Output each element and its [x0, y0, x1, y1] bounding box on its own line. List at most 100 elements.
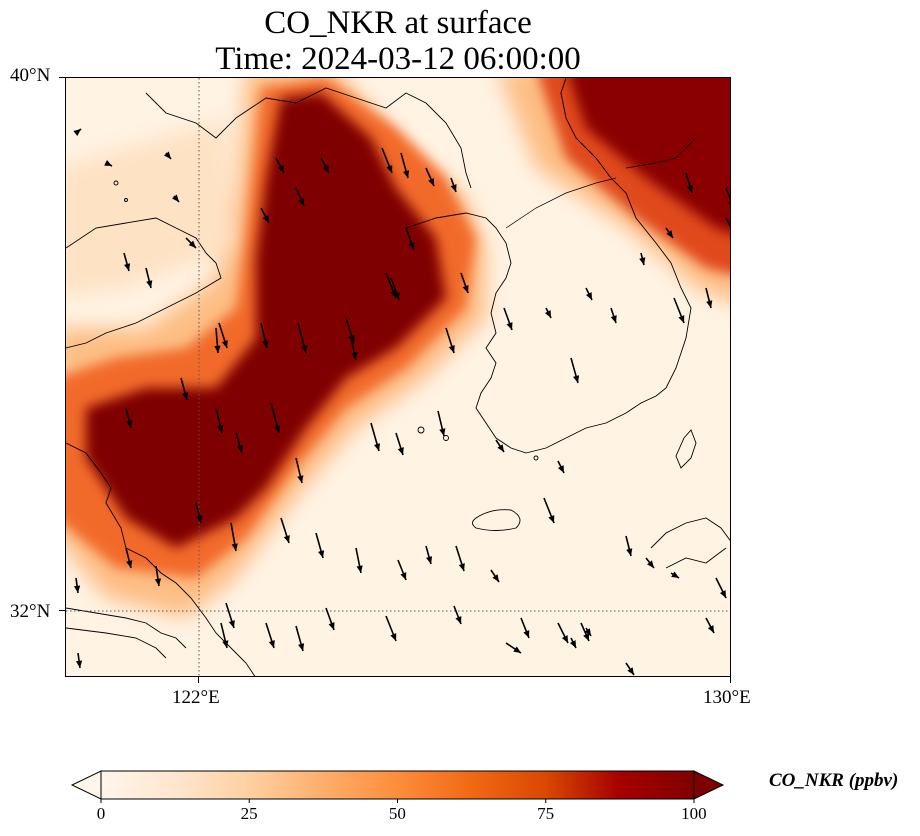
tick-130e	[730, 677, 731, 683]
wind-vector-head	[351, 352, 358, 360]
wind-vector-head	[73, 585, 81, 593]
wind-vector-head	[448, 345, 455, 353]
wind-vector-head	[262, 215, 269, 223]
wind-vector-head	[666, 230, 673, 238]
co-concentration-field	[66, 78, 730, 618]
coastline-liaodong	[145, 87, 472, 189]
wind-vector-head	[277, 165, 284, 173]
wind-vector-head	[455, 616, 462, 624]
wind-vector-head	[647, 560, 654, 568]
wind-vector-head	[428, 178, 434, 186]
wind-vector-head	[75, 660, 83, 668]
wind-vector-head	[523, 630, 530, 638]
lon-label-130e: 130°E	[703, 687, 751, 708]
wind-vector-head	[163, 151, 171, 159]
wind-vector-head	[297, 475, 304, 483]
wind-vector-shaft	[725, 187, 730, 201]
wind-vector-head	[124, 263, 131, 271]
tick-122e	[198, 677, 199, 683]
wind-vector-head	[274, 425, 281, 433]
wind-vector-head	[196, 515, 203, 523]
wind-vector-head	[397, 447, 404, 455]
wind-vector-head	[390, 290, 397, 298]
wind-vector-head	[557, 465, 564, 473]
plume-core-northeast	[569, 78, 730, 233]
wind-vector-head	[408, 242, 415, 250]
wind-vector-head	[569, 640, 576, 648]
wind-vector-head	[188, 240, 196, 248]
wind-vector-head	[182, 392, 189, 400]
wind-vector-head	[719, 590, 726, 598]
tick-32n	[59, 610, 65, 611]
wind-vector-head	[228, 620, 235, 628]
wind-vector-head	[236, 445, 243, 453]
wind-vector-head	[298, 643, 305, 651]
map-title-line-1: CO_NKR at surface	[264, 5, 532, 41]
lon-label-122e: 122°E	[172, 687, 220, 708]
coastline-korea-south	[525, 387, 667, 454]
coastline-korea-west	[405, 212, 527, 454]
map-title-line-2: Time: 2024-03-12 06:00:00	[215, 41, 581, 77]
plume-core-main	[86, 93, 446, 548]
wind-vector-head	[585, 292, 592, 300]
wind-vector-head	[458, 563, 465, 571]
wind-vector-head	[497, 444, 504, 452]
map-panel	[65, 77, 731, 677]
wind-vector-head	[171, 194, 179, 202]
lat-label-32n: 32°N	[10, 601, 51, 622]
wind-vector-shaft	[725, 217, 730, 227]
tick-40n	[59, 77, 65, 78]
coastline-yangtze-estuary	[66, 607, 187, 659]
wind-vector-head	[214, 345, 221, 353]
colorbar-tick-label-25: 25	[240, 804, 258, 823]
colorbar-label: CO_NKR (ppbv)	[769, 770, 899, 791]
wind-vector-head	[322, 165, 329, 173]
colorbar-tick-label-75: 75	[537, 804, 555, 823]
coastline-islet-4	[113, 180, 119, 186]
wind-vector-head	[222, 640, 229, 648]
wind-vector-head	[678, 315, 685, 323]
wind-vector-head	[283, 535, 290, 543]
wind-vector-head	[268, 640, 275, 648]
coastline-jiangsu	[66, 442, 256, 676]
map-canvas	[66, 78, 730, 676]
coastline-northeast	[625, 137, 697, 169]
colorbar-extend-min	[70, 770, 102, 800]
wind-vector-head	[221, 340, 228, 348]
coastline-yalu	[505, 177, 617, 229]
wind-vector-head	[400, 572, 407, 580]
wind-vector-head	[298, 198, 304, 206]
colorbar-tick-label-100: 100	[681, 804, 707, 823]
coastline-korea-east	[560, 78, 692, 389]
wind-vector-head	[439, 428, 446, 436]
wind-vector-head	[450, 184, 457, 192]
wind-vector-head	[639, 257, 646, 265]
coastline-islet-2	[443, 435, 449, 441]
wind-vector-head	[231, 543, 238, 551]
wind-vector-head	[561, 635, 568, 643]
wind-vector-head	[584, 628, 591, 636]
coastline-islet-3	[533, 455, 539, 461]
wind-vector-head	[506, 322, 513, 330]
wind-vector-head	[104, 159, 112, 166]
wind-vector-head	[154, 578, 162, 586]
colorbar-extend-max	[693, 770, 725, 800]
wind-vector-head	[573, 375, 580, 383]
wind-vector-head	[492, 574, 499, 582]
wind-vector-head	[373, 443, 381, 451]
wind-vector-head	[126, 420, 133, 428]
wind-vector-head	[390, 633, 397, 641]
wind-vector-head	[626, 548, 633, 556]
wind-vector-head	[126, 560, 133, 568]
colorbar-gradient	[100, 770, 695, 800]
wind-vector-head	[217, 425, 224, 433]
lat-label-40n: 40°N	[10, 65, 51, 86]
wind-vector-head	[462, 285, 469, 293]
wind-vector-head	[328, 622, 335, 630]
wind-vector-head	[146, 280, 153, 288]
gridlines	[66, 78, 730, 676]
wind-vector-layer	[73, 128, 730, 676]
colorbar-tick-label-0: 0	[96, 804, 106, 823]
wind-vector-head	[729, 231, 730, 232]
wind-vector-head	[686, 185, 693, 193]
